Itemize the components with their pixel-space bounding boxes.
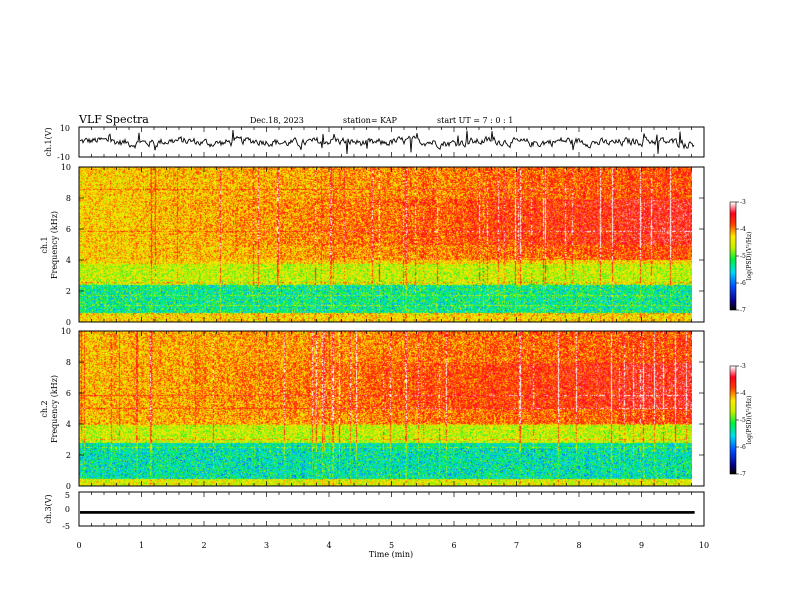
x-axis-tick-labels: 0 1 2 3 4 5 6 7 8 9 10	[76, 541, 709, 550]
ch1-spectrogram-ytick-label: 0	[66, 318, 71, 327]
station-label: station= KAP	[343, 116, 398, 125]
ch2-colorbar-tick-label: -7	[740, 471, 746, 478]
ch1-colorbar-tick-label: -3	[740, 199, 746, 206]
x-tick-label: 2	[201, 541, 206, 550]
ch1-waveform-ytick-bottom: -10	[57, 153, 70, 162]
ch2-spectrogram-ylabel-frequency: Frequency (kHz)	[50, 375, 59, 443]
ch2-spectrogram-ytick-label: 10	[61, 327, 71, 336]
ch1-colorbar-gradient	[730, 202, 736, 310]
x-tick-label: 5	[389, 541, 394, 550]
x-axis-ticks	[78, 127, 705, 526]
ch3-waveform-ytick-mid: 0	[65, 505, 70, 514]
ch1-spectrogram-ylabel-frequency: Frequency (kHz)	[50, 211, 59, 279]
x-tick-label: 4	[326, 541, 331, 550]
x-tick-label: 10	[699, 541, 709, 550]
ch1-colorbar-tick-label: -6	[740, 280, 746, 287]
x-tick-label: 0	[76, 541, 81, 550]
ch3-waveform-ylabel: ch.3(V)	[44, 494, 53, 523]
ch1-spectrogram-ytick-label: 10	[61, 163, 71, 172]
ch3-waveform-ytick-bottom: -5	[62, 522, 70, 531]
x-axis-label: Time (min)	[369, 550, 413, 559]
x-tick-label: 8	[576, 541, 581, 550]
ch2-spectrogram-ytick-label: 2	[66, 451, 71, 460]
ch1-waveform-ytick-top: 10	[60, 124, 70, 133]
ch2-colorbar-label: log(PSD)(V²/Hz)	[746, 396, 753, 445]
ch1-waveform-ylabel: ch.1(V)	[44, 127, 53, 156]
x-tick-label: 6	[451, 541, 456, 550]
x-tick-label: 1	[139, 541, 144, 550]
ch3-waveform-frame	[78, 491, 705, 527]
figure-title: VLF Spectra	[78, 113, 149, 126]
ch1-colorbar-tick-label: -4	[740, 226, 746, 233]
ch3-waveform-panel: ch.3(V) 5 0 -5	[44, 491, 705, 531]
x-tick-label: 7	[514, 541, 519, 550]
ch2-spectrogram-ytick-label: 0	[66, 482, 71, 491]
ch2-colorbar-gradient	[730, 366, 736, 474]
ch1-spectrogram-ylabel-channel: ch.1	[40, 236, 49, 253]
ch1-colorbar-tick-label: -5	[740, 253, 746, 260]
ch2-spectrogram-ytick-label: 8	[66, 358, 71, 367]
ch3-waveform-trace	[80, 511, 695, 514]
ch1-waveform-panel: ch.1(V) 10 -10	[44, 124, 705, 162]
ch1-spectrogram-image	[79, 167, 692, 322]
ch1-spectrogram-ytick-label: 4	[66, 256, 71, 265]
ch2-spectrogram-ytick-label: 4	[66, 420, 71, 429]
ch1-waveform-line	[79, 130, 695, 155]
x-tick-label: 3	[264, 541, 269, 550]
x-tick-label: 9	[639, 541, 644, 550]
ch2-spectrogram-ytick-label: 6	[66, 389, 71, 398]
ch1-spectrogram-ytick-label: 6	[66, 225, 71, 234]
ch1-colorbar-tick-label: -7	[740, 307, 746, 314]
ch2-colorbar-tick-label: -4	[740, 390, 746, 397]
ch2-colorbar-tick-label: -3	[740, 363, 746, 370]
ch2-colorbar-tick-label: -6	[740, 444, 746, 451]
ch1-colorbar-label: log(PSD)(V²/Hz)	[746, 232, 753, 281]
ch1-spectrogram-ytick-label: 8	[66, 194, 71, 203]
start-time-label: start UT = 7 : 0 : 1	[437, 116, 513, 125]
ch2-colorbar-tick-label: -5	[740, 417, 746, 424]
ch2-spectrogram-ylabel-channel: ch.2	[40, 400, 49, 417]
date-label: Dec.18, 2023	[250, 116, 304, 125]
ch2-spectrogram-image	[79, 331, 692, 486]
ch3-waveform-ytick-top: 5	[65, 491, 70, 500]
ch1-spectrogram-ytick-label: 2	[66, 287, 71, 296]
